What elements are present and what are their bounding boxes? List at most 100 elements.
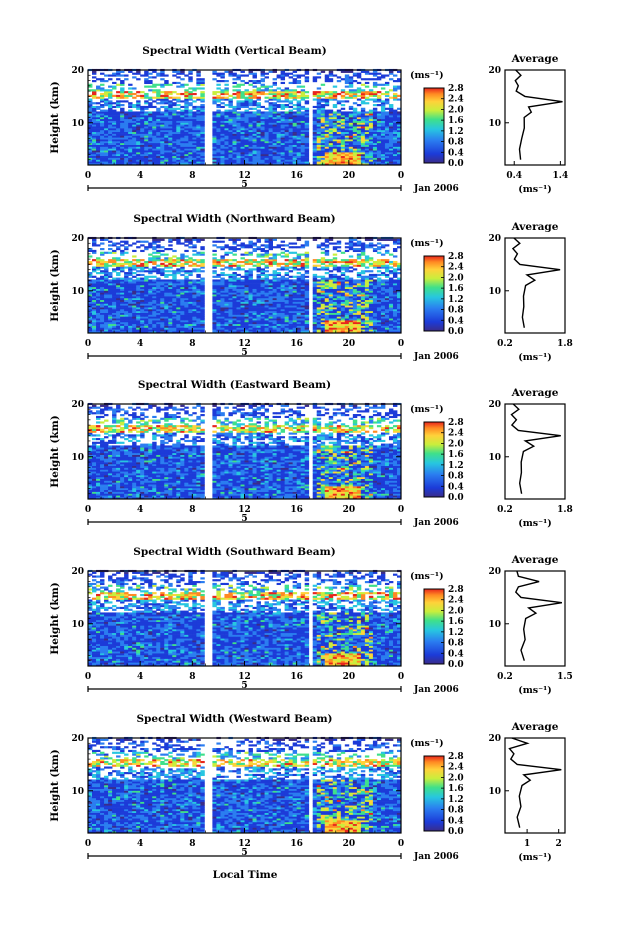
heatmap-cell <box>172 297 177 301</box>
heatmap-cell <box>172 107 177 110</box>
heatmap-cell <box>128 297 133 301</box>
heatmap-cell <box>296 85 302 88</box>
heatmap-cell <box>148 307 153 310</box>
avg-x-axis-label: (ms⁻¹) <box>518 184 552 195</box>
heatmap-cell <box>148 120 153 123</box>
heatmap-cell <box>356 104 362 107</box>
heatmap-cell <box>332 305 338 308</box>
heatmap-cell <box>212 305 217 308</box>
heatmap-cell <box>344 116 350 120</box>
heatmap-cell <box>160 128 165 131</box>
heatmap-cell <box>392 157 398 160</box>
heatmap-cell <box>256 292 261 295</box>
heatmap-cell <box>384 137 390 140</box>
heatmap-cell <box>364 116 370 120</box>
heatmap-cell <box>108 92 113 96</box>
heatmap-cell <box>296 80 302 83</box>
heatmap-cell <box>100 307 105 310</box>
heatmap-cell <box>140 316 145 319</box>
heatmap-cell <box>352 305 358 308</box>
heatmap-cell <box>380 148 386 151</box>
heatmap-cell <box>296 118 302 121</box>
heatmap-cell <box>156 294 161 297</box>
heatmap-cell <box>100 161 105 164</box>
heatmap-cell <box>104 128 109 131</box>
heatmap-cell <box>236 146 241 149</box>
heatmap-cell <box>292 144 298 147</box>
heatmap-cell <box>196 150 201 153</box>
heatmap-cell <box>348 301 354 304</box>
heatmap-cell <box>164 301 169 304</box>
heatmap-cell <box>296 159 302 162</box>
heatmap-cell <box>288 303 294 306</box>
heatmap-cell <box>188 128 193 131</box>
heatmap-cell <box>276 301 282 304</box>
heatmap-cell <box>156 120 161 123</box>
heatmap-cell <box>160 96 165 99</box>
heatmap-cell <box>284 290 290 293</box>
heatmap-cell <box>148 320 153 323</box>
heatmap-cell <box>244 318 249 321</box>
heatmap-cell <box>368 91 374 94</box>
heatmap-cell <box>348 107 354 110</box>
heatmap-cell <box>348 120 354 123</box>
heatmap-cell <box>240 111 245 114</box>
heatmap-cell <box>304 107 310 110</box>
heatmap-cell <box>212 100 217 103</box>
heatmap-cell <box>244 137 249 140</box>
day-marker: 5 <box>241 180 247 190</box>
heatmap-cell <box>232 140 237 144</box>
heatmap-cell <box>124 133 129 136</box>
heatmap-cell <box>280 148 286 151</box>
heatmap-cell <box>192 299 197 302</box>
heatmap-cell <box>116 327 121 330</box>
heatmap-cell <box>88 89 93 92</box>
heatmap-cell <box>152 116 157 120</box>
heatmap-cell <box>160 122 165 125</box>
heatmap-cell <box>248 113 253 116</box>
heatmap-cell <box>264 85 269 88</box>
heatmap-cell <box>336 148 342 151</box>
heatmap-cell <box>280 318 286 321</box>
heatmap-cell <box>116 74 121 77</box>
heatmap-cell <box>328 157 334 160</box>
heatmap-cell <box>336 318 342 321</box>
heatmap-cell <box>236 100 241 103</box>
heatmap-cell <box>152 89 157 92</box>
heatmap-cell <box>136 163 141 166</box>
heatmap-cell <box>372 157 378 160</box>
heatmap-cell <box>304 146 310 149</box>
heatmap-cell <box>116 288 121 291</box>
heatmap-cell <box>340 314 346 317</box>
heatmap-cell <box>388 152 394 155</box>
heatmap-cell <box>96 148 101 151</box>
heatmap-cell <box>96 157 101 160</box>
heatmap-cell <box>220 155 225 158</box>
heatmap-cell <box>184 290 189 293</box>
heatmap-cell <box>276 116 282 120</box>
heatmap-cell <box>200 320 205 323</box>
heatmap-cell <box>268 294 273 297</box>
heatmap-cell <box>180 139 185 142</box>
heatmap-cell <box>364 310 370 313</box>
heatmap-cell <box>92 92 97 96</box>
heatmap-cell <box>188 148 193 151</box>
heatmap-cell <box>176 323 181 326</box>
heatmap-cell <box>288 320 294 323</box>
heatmap-cell <box>384 159 390 162</box>
heatmap-cell <box>380 157 386 160</box>
panel-1: Spectral Width (Vertical Beam)1020Height… <box>49 45 568 195</box>
heatmap-cell <box>120 331 125 334</box>
heatmap-cell <box>328 144 334 147</box>
heatmap-cell <box>112 316 117 319</box>
heatmap-cell <box>144 118 149 121</box>
heatmap-cell <box>280 146 286 149</box>
heatmap-cell <box>228 111 233 114</box>
heatmap-cell <box>368 98 374 101</box>
heatmap-cell <box>100 323 105 326</box>
heatmap-cell <box>192 296 197 299</box>
heatmap-cell <box>192 100 197 103</box>
heatmap-cell <box>156 150 161 153</box>
heatmap-cell <box>116 292 121 295</box>
heatmap-cell <box>112 113 117 116</box>
